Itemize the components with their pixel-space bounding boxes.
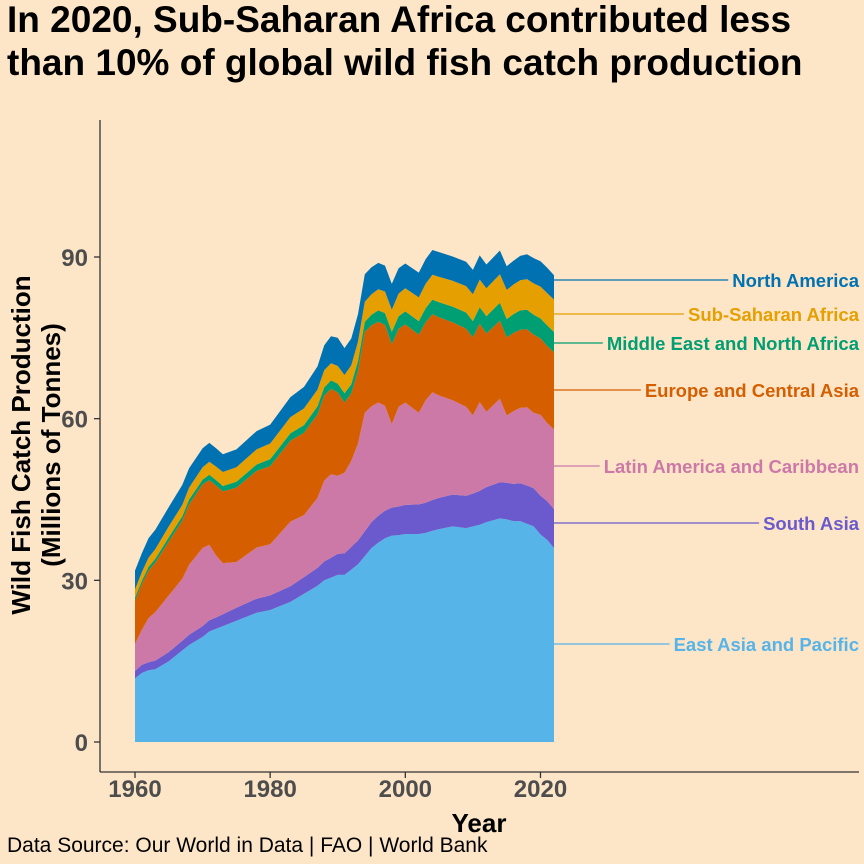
y-tick-label: 90 bbox=[61, 245, 88, 272]
chart-title-line: than 10% of global wild fish catch produ… bbox=[7, 42, 803, 83]
caption: Data Source: Our World in Data | FAO | W… bbox=[7, 834, 488, 857]
label-north-america: North America bbox=[732, 270, 860, 291]
area-east-asia-and-pacific bbox=[135, 518, 554, 742]
area-south-asia bbox=[135, 482, 554, 679]
chart-title-line: In 2020, Sub-Saharan Africa contributed … bbox=[7, 0, 791, 40]
axes: 0 30 60 90 1960 1980 2000 2020 Year Wild Fish Cat… bbox=[6, 120, 859, 838]
y-axis-title-line: (Millions of Tonnes) bbox=[36, 323, 66, 567]
x-axis-title: Year bbox=[452, 808, 507, 838]
area-middle-east-and-north-africa bbox=[135, 299, 554, 601]
series-labels: East Asia and Pacific South Asia Latin Ame… bbox=[554, 270, 860, 655]
label-east-asia-and-pacific: East Asia and Pacific bbox=[674, 634, 859, 655]
label-south-asia: South Asia bbox=[763, 513, 860, 534]
area-latin-america-and-caribbean bbox=[135, 392, 554, 671]
x-tick-label: 1960 bbox=[108, 776, 161, 803]
caption-group: Data Source: Our World in Data | FAO | W… bbox=[7, 834, 488, 857]
area-layers bbox=[135, 250, 554, 742]
area-north-america bbox=[135, 250, 554, 590]
label-middle-east-and-north-africa: Middle East and North Africa bbox=[607, 333, 860, 354]
y-axis-title: Wild Fish Catch Production(Millions of T… bbox=[6, 275, 66, 614]
y-tick-label: 60 bbox=[61, 407, 88, 434]
label-latin-america-and-caribbean: Latin America and Caribbean bbox=[604, 456, 859, 477]
area-europe-and-central-asia bbox=[135, 314, 554, 644]
x-tick-label: 2000 bbox=[379, 776, 432, 803]
label-sub-saharan-africa: Sub-Saharan Africa bbox=[688, 304, 860, 325]
x-tick-label: 2020 bbox=[514, 776, 567, 803]
chart-title: In 2020, Sub-Saharan Africa contributed … bbox=[7, 0, 803, 83]
area-sub-saharan-africa bbox=[135, 274, 554, 598]
y-tick-label: 0 bbox=[75, 730, 88, 757]
label-europe-and-central-asia: Europe and Central Asia bbox=[645, 380, 860, 401]
x-tick-label: 1980 bbox=[243, 776, 296, 803]
y-axis-title-line: Wild Fish Catch Production bbox=[6, 275, 36, 614]
y-tick-label: 30 bbox=[61, 568, 88, 595]
